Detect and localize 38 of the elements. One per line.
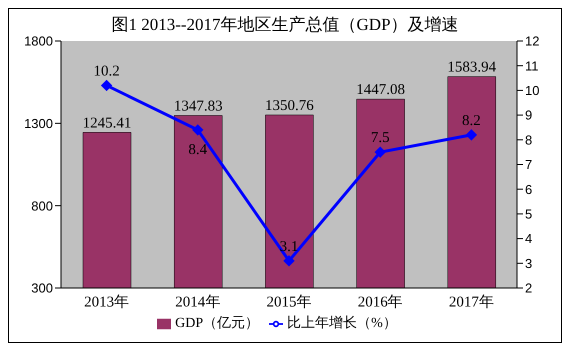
data-label: 1245.41: [82, 115, 132, 132]
y2-tick-label: 6: [525, 182, 532, 197]
data-label: 1583.94: [447, 60, 497, 76]
chart-title: 图1 2013--2017年地区生产总值（GDP）及增速: [110, 14, 460, 35]
y-tick-label: 1300: [24, 116, 53, 131]
data-label: 3.1: [280, 238, 298, 255]
y2-tick-label: 4: [525, 231, 532, 246]
y2-tick-label: 2: [525, 280, 532, 296]
y2-tick-label: 10: [525, 83, 540, 98]
legend-label: 比上年增长（%）: [287, 316, 397, 331]
x-tick-label: 2015年: [266, 294, 312, 311]
point: [192, 124, 204, 136]
data-label: 1350.76: [265, 98, 314, 114]
point: [284, 255, 294, 266]
y2-tick-label: 5: [525, 206, 532, 222]
x-tick-label: 2016年: [358, 294, 403, 311]
data-label: 1447.08: [356, 82, 405, 98]
y2-tick-label: 7: [525, 157, 532, 172]
data-label: 7.5: [370, 130, 390, 146]
y2-tick-label: 11: [525, 58, 538, 74]
y-tick-label: 300: [31, 280, 53, 296]
y2-tick-label: 9: [525, 108, 532, 123]
y2-tick-label: 8: [525, 132, 532, 148]
y-tick-label: 1800: [24, 34, 53, 49]
data-label: 8.2: [462, 112, 481, 129]
data-label: 10.2: [93, 63, 120, 80]
point: [374, 146, 386, 158]
y2-tick-label: 3: [525, 256, 532, 271]
data-label: 1347.83: [174, 98, 223, 114]
y-tick-label: 800: [31, 198, 53, 214]
data-label: 8.4: [188, 142, 208, 158]
x-tick-label: 2013年: [84, 294, 130, 311]
y2-tick-label: 12: [525, 34, 540, 49]
x-tick-label: 2017年: [448, 294, 494, 311]
point: [101, 80, 112, 91]
x-tick-label: 2014年: [175, 294, 220, 311]
point: [466, 129, 477, 140]
legend-label: GDP（亿元）: [175, 316, 260, 331]
